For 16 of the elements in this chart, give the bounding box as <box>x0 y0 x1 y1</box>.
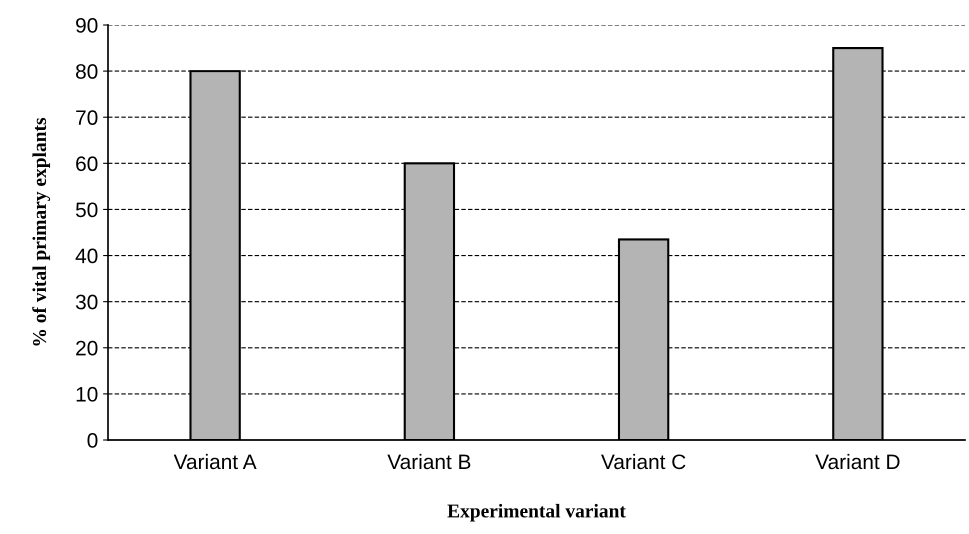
y-tick-label: 60 <box>76 156 98 172</box>
x-tick-label: Variant B <box>387 454 470 470</box>
x-tick-label: Variant C <box>601 454 686 470</box>
x-tick-label: Variant A <box>174 454 257 470</box>
y-tick-label: 20 <box>76 340 98 356</box>
y-tick-label: 30 <box>76 294 98 310</box>
x-tick-label: Variant D <box>815 454 900 470</box>
y-tick-label: 10 <box>76 386 98 402</box>
y-tick-label: 40 <box>76 248 98 264</box>
y-tick-label: 70 <box>76 110 98 125</box>
y-tick-label: 0 <box>88 433 98 448</box>
y-tick-label: 80 <box>76 64 98 79</box>
y-tick-label: 50 <box>76 202 98 218</box>
y-axis-title: % of vital primary explants <box>32 118 50 346</box>
y-tick-label: 90 <box>76 18 98 33</box>
x-axis-title: Experimental variant <box>447 504 626 522</box>
